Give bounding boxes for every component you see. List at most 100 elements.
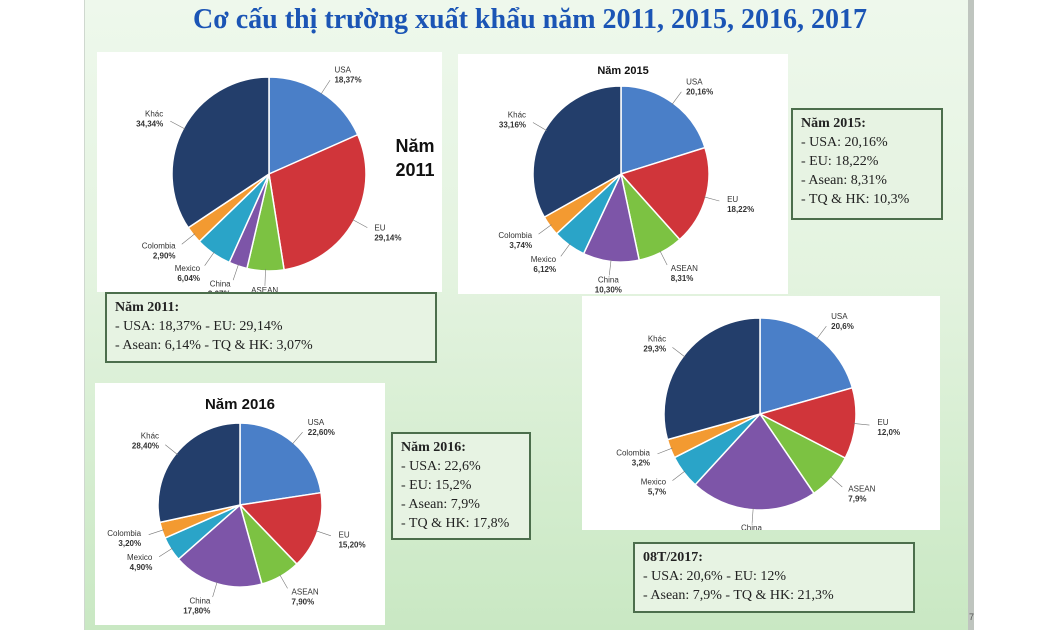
leader-line xyxy=(158,547,173,557)
slice-label-category: China xyxy=(741,524,762,530)
note-2016-row: - USA: 22,6% xyxy=(401,459,481,474)
slice-label-category: EU xyxy=(727,195,738,204)
chart-title: 2011 xyxy=(395,160,434,180)
leader-line xyxy=(672,470,686,481)
slice-label-value: 22,60% xyxy=(308,428,335,437)
slice-label-category: Colombia xyxy=(498,231,532,240)
slice-label-value: 18,22% xyxy=(727,205,754,214)
pie-panel-2016: USA 22,60% EU 15,20% ASEAN 7,90% China 17,80% Me… xyxy=(95,383,385,625)
slice-label-category: Mexico xyxy=(175,264,201,273)
note-2016-row: - EU: 15,2% xyxy=(401,478,472,493)
leader-line xyxy=(751,507,754,524)
leader-line xyxy=(703,196,720,202)
leader-line xyxy=(170,120,186,130)
slice-label-category: Colombia xyxy=(616,449,650,458)
slice-label-category: China xyxy=(210,280,231,289)
leader-line xyxy=(212,581,218,598)
leader-line xyxy=(532,122,547,131)
chart-title: Năm 2016 xyxy=(205,396,275,413)
leader-line xyxy=(320,79,331,95)
note-2016-row: - Asean: 7,9% xyxy=(401,497,480,512)
leader-line xyxy=(291,432,303,445)
note-2015: Năm 2015: - USA: 20,16% - EU: 18,22% - A… xyxy=(791,108,943,220)
pie-panel-2011: USA18,37%EU29,14%ASEAN6,14%China3,07%Mex… xyxy=(97,52,442,292)
slide: Cơ cấu thị trường xuất khẩu năm 2011, 20… xyxy=(84,0,974,630)
chart-title: Năm xyxy=(395,136,434,156)
slice-label-category: China xyxy=(189,597,210,606)
leader-line xyxy=(315,530,332,537)
note-2016-heading: Năm 2016: xyxy=(401,440,466,455)
slice-label-value: 3,20% xyxy=(118,539,141,548)
leader-line xyxy=(830,476,843,488)
note-2011: Năm 2011: - USA: 18,37% - EU: 29,14% - A… xyxy=(105,292,437,363)
slice-label-value: 10,30% xyxy=(595,285,622,294)
slice-label-category: USA xyxy=(334,65,351,74)
leader-line xyxy=(352,219,368,228)
note-2011-heading: Năm 2011: xyxy=(115,300,180,315)
slice-label-category: ASEAN xyxy=(671,264,698,273)
leader-line xyxy=(608,259,612,276)
slice-label-category: Mexico xyxy=(641,477,667,486)
leader-line xyxy=(657,447,673,455)
slice-label-value: 17,80% xyxy=(183,607,210,616)
slice-label-category: USA xyxy=(831,312,848,321)
pie-panel-2015: USA 20,16% EU 18,22% ASEAN 8,31% China 10,30% Me… xyxy=(458,54,788,294)
slice-label-value: 3,07% xyxy=(208,290,231,292)
slice-label-category: EU xyxy=(877,418,888,427)
slice-label-value: 15,20% xyxy=(338,540,365,549)
pie-chart-2011: USA18,37%EU29,14%ASEAN6,14%China3,07%Mex… xyxy=(136,65,434,292)
note-2017: 08T/2017: - USA: 20,6% - EU: 12% - Asean… xyxy=(633,542,915,613)
slice-label-category: Mexico xyxy=(127,553,153,562)
slice-label-category: Colombia xyxy=(142,241,176,250)
slice-label-value: 7,9% xyxy=(848,494,866,503)
leader-line xyxy=(264,268,266,286)
leader-line xyxy=(181,233,196,245)
slice-label-category: Khác xyxy=(648,335,666,344)
slice-label-category: USA xyxy=(308,418,325,427)
chart-title: Năm 2015 xyxy=(597,65,648,77)
note-2017-row: - Asean: 7,9% - TQ & HK: 21,3% xyxy=(643,588,834,603)
note-2015-heading: Năm 2015: xyxy=(801,116,866,131)
slice-label-value: 28,40% xyxy=(132,442,159,451)
slice-label-value: 3,2% xyxy=(632,459,650,468)
slice-label-value: 33,16% xyxy=(499,120,526,129)
leader-line xyxy=(279,574,288,589)
slice-label-category: EU xyxy=(374,223,385,232)
pie-chart-2017: USA20,6%EU12,0%ASEAN7,9%China21,3%Mexico… xyxy=(616,312,900,530)
slice-label-category: Khác xyxy=(141,432,159,441)
slice-label-category: Colombia xyxy=(107,529,141,538)
slice-label-category: Khác xyxy=(145,109,163,118)
slice-label-category: EU xyxy=(338,530,349,539)
leader-line xyxy=(204,251,215,266)
slice-label-value: 20,6% xyxy=(831,322,854,331)
note-2017-row: - USA: 20,6% - EU: 12% xyxy=(643,569,787,584)
note-2011-row: - Asean: 6,14% - TQ & HK: 3,07% xyxy=(115,338,313,353)
slice-label-value: 20,16% xyxy=(686,87,713,96)
note-2015-row: - USA: 20,16% xyxy=(801,135,888,150)
leader-line xyxy=(853,423,870,426)
slice-label-value: 12,0% xyxy=(877,428,900,437)
note-2017-heading: 08T/2017: xyxy=(643,550,703,565)
leader-line xyxy=(659,250,668,266)
slice-label-category: China xyxy=(598,275,619,284)
leader-line xyxy=(672,347,686,358)
slice-label-category: Mexico xyxy=(531,255,557,264)
pie-panel-2017: USA20,6%EU12,0%ASEAN7,9%China21,3%Mexico… xyxy=(582,296,940,530)
leader-line xyxy=(165,444,178,456)
note-2015-row: - EU: 18,22% xyxy=(801,154,879,169)
page-number: 7 xyxy=(969,612,975,622)
note-2015-row: - TQ & HK: 10,3% xyxy=(801,192,910,207)
slice-label-value: 6,04% xyxy=(177,274,200,283)
slice-label-value: 5,7% xyxy=(648,487,666,496)
leader-line xyxy=(538,224,552,235)
slide-title: Cơ cấu thị trường xuất khẩu năm 2011, 20… xyxy=(193,4,867,35)
note-2016-row: - TQ & HK: 17,8% xyxy=(401,516,510,531)
slice-label-value: 29,14% xyxy=(374,233,401,242)
note-2015-row: - Asean: 8,31% xyxy=(801,173,887,188)
slice-label-category: ASEAN xyxy=(848,484,875,493)
note-2016: Năm 2016: - USA: 22,6% - EU: 15,2% - Ase… xyxy=(391,432,531,540)
slice-label-value: 34,34% xyxy=(136,119,163,128)
slice-label-value: 29,3% xyxy=(643,345,666,354)
